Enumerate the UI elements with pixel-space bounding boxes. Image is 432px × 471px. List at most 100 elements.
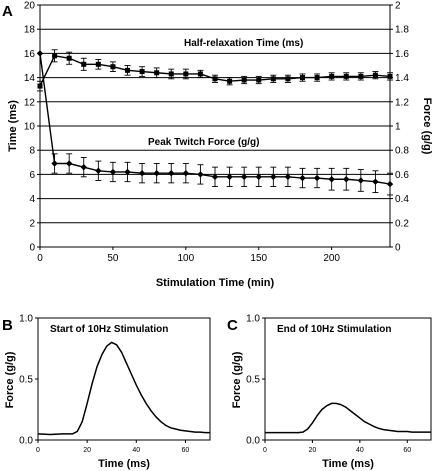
panel-a-y-tick-label-left: 18 — [24, 25, 36, 36]
panel-b-y-tick-label: 1.0 — [19, 314, 33, 325]
panel-a-y-tick-label-left: 4 — [29, 194, 35, 205]
panel-a-point-diamond — [65, 160, 73, 167]
panel-c-series — [265, 402, 431, 434]
panel-a-x-tick-label: 100 — [177, 253, 194, 264]
panel-a-point-diamond — [168, 169, 175, 177]
panel-a-y-ticks-right: 0 0.2 0.4 0.6 0.8 1 1.2 1.4 1.6 1.8 2 — [390, 1, 409, 254]
panel-b-plot-frame — [37, 317, 211, 441]
panel-a-y-tick-label-left: 10 — [24, 122, 36, 133]
panel-a-annotation-half-relaxation: Half-relaxation Time (ms) — [184, 38, 303, 49]
panel-a-point-square — [95, 61, 101, 67]
panel-b-y-ticks: 0.0 0.5 1.0 — [19, 314, 38, 447]
panel-b-x-tick-label: 60 — [182, 447, 190, 454]
panel-a-y-tick-label-right: 1 — [395, 122, 401, 133]
panel-c-title: End of 10Hz Stimulation — [277, 324, 391, 335]
panel-a-point-diamond — [343, 176, 350, 183]
panel-a-point-diamond — [80, 163, 87, 171]
panel-a-point-square — [343, 73, 349, 79]
panel-b-force-trace — [37, 341, 210, 436]
panel-a-y-tick-label-left: 12 — [24, 97, 36, 108]
panel-b-x-tick-label: 0 — [36, 447, 40, 454]
panel-a-point-square — [387, 73, 393, 79]
panel-a-point-square — [358, 73, 364, 79]
panel-a-point-diamond — [197, 171, 204, 178]
panel-b-y-tick-label: 0.0 — [19, 436, 33, 447]
panel-c-x-tick-label: 20 — [309, 447, 317, 454]
panel-a-point-diamond — [386, 180, 394, 188]
panel-a-point-square — [300, 75, 305, 81]
panel-letter-b: B — [2, 317, 13, 334]
panel-a-x-tick-label: 150 — [250, 253, 267, 264]
panel-c-x-ticks: 0 20 40 60 — [263, 440, 411, 454]
panel-a-point-diamond — [255, 173, 262, 181]
panel-a-y-tick-label-right: 2 — [395, 1, 401, 12]
panel-a-y-tick-label-left: 6 — [29, 170, 35, 181]
panel-a-point-square — [66, 55, 72, 61]
panel-a-point-diamond — [299, 174, 306, 182]
panel-a-y-tick-label-left: 2 — [29, 218, 35, 229]
panel-a-x-tick-label: 50 — [107, 253, 119, 264]
panel-a-point-square — [183, 71, 189, 77]
panel-b-x-ticks: 0 20 40 60 — [36, 440, 189, 454]
panel-a-y-tick-label-right: 0.2 — [395, 218, 409, 229]
panel-a-series — [36, 49, 394, 196]
panel-b-series — [37, 341, 210, 436]
panel-a-point-square — [270, 76, 276, 82]
panel-a-point-square — [154, 70, 160, 76]
panel-a-point-diamond — [270, 173, 277, 181]
panel-c-y-tick-label: 0.0 — [246, 436, 260, 447]
panel-a-point-diamond — [357, 177, 365, 184]
panel-a-y-ticks-left: 0 2 4 6 8 10 12 14 16 18 20 — [24, 1, 40, 254]
panel-a-y-tick-label-left: 20 — [24, 1, 36, 12]
panel-a-point-diamond — [313, 174, 321, 182]
panel-a-y-tick-label-right: 0.6 — [395, 170, 409, 181]
panel-a-point-square — [197, 71, 203, 77]
panel-a-point-square — [227, 78, 233, 84]
panel-letter-a: A — [2, 3, 13, 20]
panel-c-chart: 0 20 40 60 0.0 0.5 1.0 End of 10Hz Stimulatio… — [231, 314, 432, 470]
panel-a-y-axis-title-left: Time (ms) — [7, 100, 19, 152]
panel-a-y-tick-label-right: 0 — [395, 243, 401, 254]
panel-a-y-tick-label-right: 1.4 — [395, 73, 409, 84]
panel-b-x-axis-title: Time (ms) — [98, 458, 150, 470]
panel-b-x-tick-label: 20 — [83, 447, 91, 454]
panel-a-point-diamond — [182, 169, 190, 177]
panel-a-point-square — [256, 77, 262, 83]
panel-c-x-tick-label: 40 — [356, 447, 364, 454]
panel-a-point-square — [314, 75, 320, 81]
panel-a-point-diamond — [95, 167, 102, 174]
panel-b-x-tick-label: 40 — [132, 447, 140, 454]
panel-a-point-diamond — [226, 173, 233, 181]
panel-c-x-tick-label: 60 — [403, 447, 411, 454]
panel-a-y-tick-label-left: 8 — [29, 146, 35, 157]
panel-a-point-square — [125, 67, 130, 73]
panel-a-series-line-2 — [39, 53, 391, 185]
panel-a-x-axis-title: Stimulation Time (min) — [156, 277, 275, 289]
panel-c-y-tick-label: 1.0 — [246, 314, 260, 325]
panel-c-y-ticks: 0.0 0.5 1.0 — [246, 314, 265, 447]
panel-a-point-diamond — [138, 169, 146, 177]
panel-a-x-ticks: 0 50 100 150 200 — [37, 247, 340, 264]
panel-a-annotation-peak-force: Peak Twitch Force (g/g) — [148, 137, 260, 148]
panel-a-point-square — [168, 71, 174, 77]
panel-a-point-diamond — [109, 168, 117, 176]
panel-a-point-square — [241, 77, 247, 83]
panel-a-point-diamond — [240, 173, 248, 181]
panel-letter-c: C — [227, 317, 238, 334]
panel-c-y-tick-label: 0.5 — [246, 375, 260, 386]
panel-a-point-diamond — [328, 176, 335, 183]
panel-a-point-diamond — [51, 160, 58, 167]
panel-b-y-tick-label: 0.5 — [19, 375, 33, 386]
panel-a-point-diamond — [372, 178, 379, 185]
panel-a-point-diamond — [124, 168, 131, 176]
panel-a-point-diamond — [153, 169, 160, 177]
panel-b-chart: 0 20 40 60 0.0 0.5 1.0 Start of 10Hz Stimulat… — [4, 314, 211, 470]
panel-a-x-tick-label: 0 — [37, 253, 43, 264]
panel-c-y-axis-title: Force (g/g) — [231, 351, 243, 408]
panel-c-x-tick-label: 0 — [263, 447, 267, 454]
panel-c-plot-frame — [264, 317, 432, 441]
panel-c-force-trace — [265, 402, 431, 434]
panel-a-y-tick-label-right: 1.2 — [395, 97, 409, 108]
